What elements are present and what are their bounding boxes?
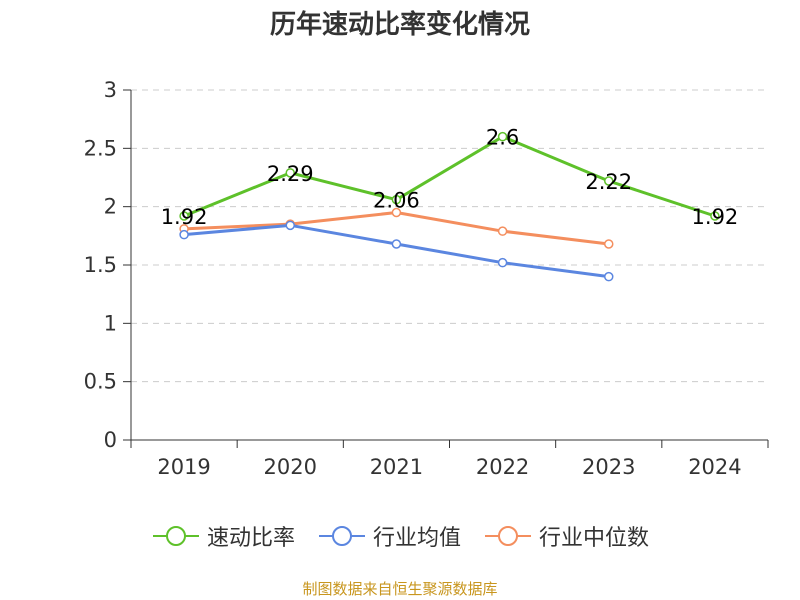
x-tick-label: 2023	[582, 455, 635, 479]
data-point-2	[497, 226, 508, 236]
data-label: 2.6	[486, 126, 519, 150]
grid-lines	[131, 89, 768, 383]
legend-item-quick-ratio[interactable]: 速动比率	[151, 520, 295, 552]
data-label: 1.92	[692, 205, 739, 229]
series-line-0	[183, 135, 716, 218]
data-point-2	[391, 207, 402, 218]
legend-label-industry-median: 行业中位数	[539, 526, 650, 551]
y-tick-label: 3	[104, 78, 117, 102]
data-point-0	[391, 194, 402, 205]
y-tick-label: 1	[104, 311, 117, 335]
data-label: 1.92	[161, 205, 208, 229]
legend-label-quick-ratio: 速动比率	[206, 526, 295, 551]
axes: 0 0.5 1 1.5 2 2.5 3 2019 2020 2021 2022 2023 2024	[84, 78, 769, 479]
legend-item-industry-mean[interactable]: 行业均值	[317, 520, 461, 552]
data-point-1	[285, 220, 295, 231]
x-tick-label: 2022	[476, 455, 529, 479]
data-label: 2.29	[267, 162, 314, 186]
data-point-1	[604, 271, 614, 282]
x-tick-label: 2021	[370, 455, 423, 479]
legend-marker-industry-mean	[318, 526, 365, 546]
legend-label-industry-mean: 行业均值	[372, 526, 461, 551]
data-point-0	[285, 168, 295, 178]
y-tick-label: 0.5	[84, 370, 117, 394]
data-labels: 1.92 2.29 2.06 2.6 2.22 1.92	[161, 126, 739, 229]
y-tick-label: 0	[104, 428, 117, 452]
data-point-2	[604, 239, 614, 249]
series-line-1	[183, 223, 609, 279]
data-point-1	[391, 239, 402, 249]
data-point-0	[710, 211, 720, 221]
data-label: 2.06	[373, 189, 420, 213]
y-tick-label: 2	[104, 195, 117, 219]
x-tick-label: 2024	[688, 455, 741, 479]
source-note: 制图数据来自恒生聚源数据库	[302, 580, 498, 598]
data-point-1	[179, 229, 189, 240]
data-point-0	[497, 131, 508, 142]
legend: 速动比率 行业均值 行业中位数	[0, 520, 800, 552]
x-tick-label: 2019	[157, 455, 210, 479]
legend-marker-quick-ratio	[152, 526, 199, 546]
y-tick-label: 2.5	[84, 136, 117, 160]
data-point-1	[497, 257, 508, 268]
series-lines	[179, 131, 720, 282]
data-label: 2.22	[585, 170, 632, 194]
data-point-0	[179, 211, 189, 221]
y-tick-label: 1.5	[84, 253, 117, 277]
legend-item-industry-median[interactable]: 行业中位数	[483, 520, 649, 552]
chart-title: 历年速动比率变化情况	[269, 10, 530, 40]
x-tick-label: 2020	[264, 455, 317, 479]
legend-marker-industry-median	[485, 526, 531, 546]
data-point-0	[604, 176, 614, 186]
